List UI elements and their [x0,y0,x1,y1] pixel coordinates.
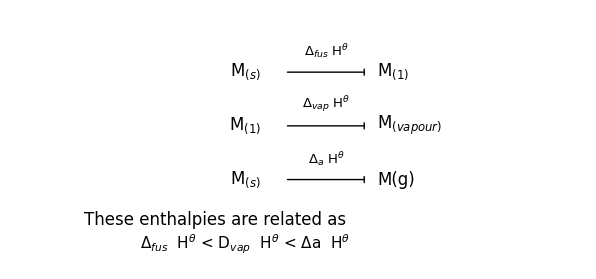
Text: $\Delta_{a}$ H$^{\theta}$: $\Delta_{a}$ H$^{\theta}$ [308,150,344,168]
Text: $\Delta_{fus}$ H$^{\theta}$: $\Delta_{fus}$ H$^{\theta}$ [303,42,349,60]
Text: M$_{(s)}$: M$_{(s)}$ [230,169,260,190]
Text: M(g): M(g) [377,170,415,189]
Text: M$_{(s)}$: M$_{(s)}$ [230,62,260,83]
Text: M$_{(1)}$: M$_{(1)}$ [377,62,409,83]
Text: $\Delta_{fus}$  H$^{\theta}$ < D$_{vap}$  H$^{\theta}$ < $\Delta$a  H$^{\theta}$: $\Delta_{fus}$ H$^{\theta}$ < D$_{vap}$ … [141,232,350,256]
Text: These enthalpies are related as: These enthalpies are related as [83,211,346,229]
Text: M$_{(vapour)}$: M$_{(vapour)}$ [377,114,442,138]
Text: $\Delta_{vap}$ H$^{\theta}$: $\Delta_{vap}$ H$^{\theta}$ [302,94,350,114]
Text: M$_{(1)}$: M$_{(1)}$ [229,116,262,136]
